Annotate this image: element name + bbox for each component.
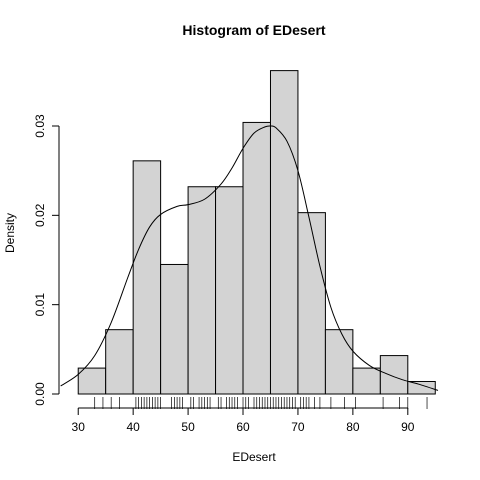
x-axis: 30 40 50 60 70 80 90 [72,407,415,434]
histogram-bar [324,329,354,395]
x-tick-label: 90 [401,420,415,434]
histogram-bar [379,355,409,395]
histogram-bar [352,367,381,395]
histogram-bar [215,186,244,395]
rug-marks [94,397,428,409]
y-tick-label: 0.00 [33,382,47,406]
histogram-bar [77,367,107,395]
chart-title: Histogram of EDesert [182,22,325,38]
histogram-bar [242,121,271,395]
y-axis: 0.00 0.01 0.02 0.03 [33,114,60,406]
x-tick-label: 60 [236,420,250,434]
x-tick-label: 30 [72,420,86,434]
histogram-bar [187,186,217,395]
histogram-bar [132,160,162,395]
histogram-bar [269,70,299,395]
density-curve [60,125,439,391]
histogram-bar [105,329,134,395]
histogram-bar [407,380,436,395]
y-tick-label: 0.01 [33,293,47,317]
y-tick-label: 0.02 [33,203,47,227]
x-tick-label: 70 [291,420,305,434]
histogram-bar [160,263,189,395]
x-axis-label: EDesert [232,450,276,464]
y-axis-label: Density [3,213,17,253]
histogram-bar [297,212,326,395]
x-tick-label: 50 [181,420,195,434]
x-tick-label: 80 [346,420,360,434]
y-tick-label: 0.03 [33,114,47,138]
x-tick-label: 40 [126,420,140,434]
histogram-bars [77,70,436,395]
